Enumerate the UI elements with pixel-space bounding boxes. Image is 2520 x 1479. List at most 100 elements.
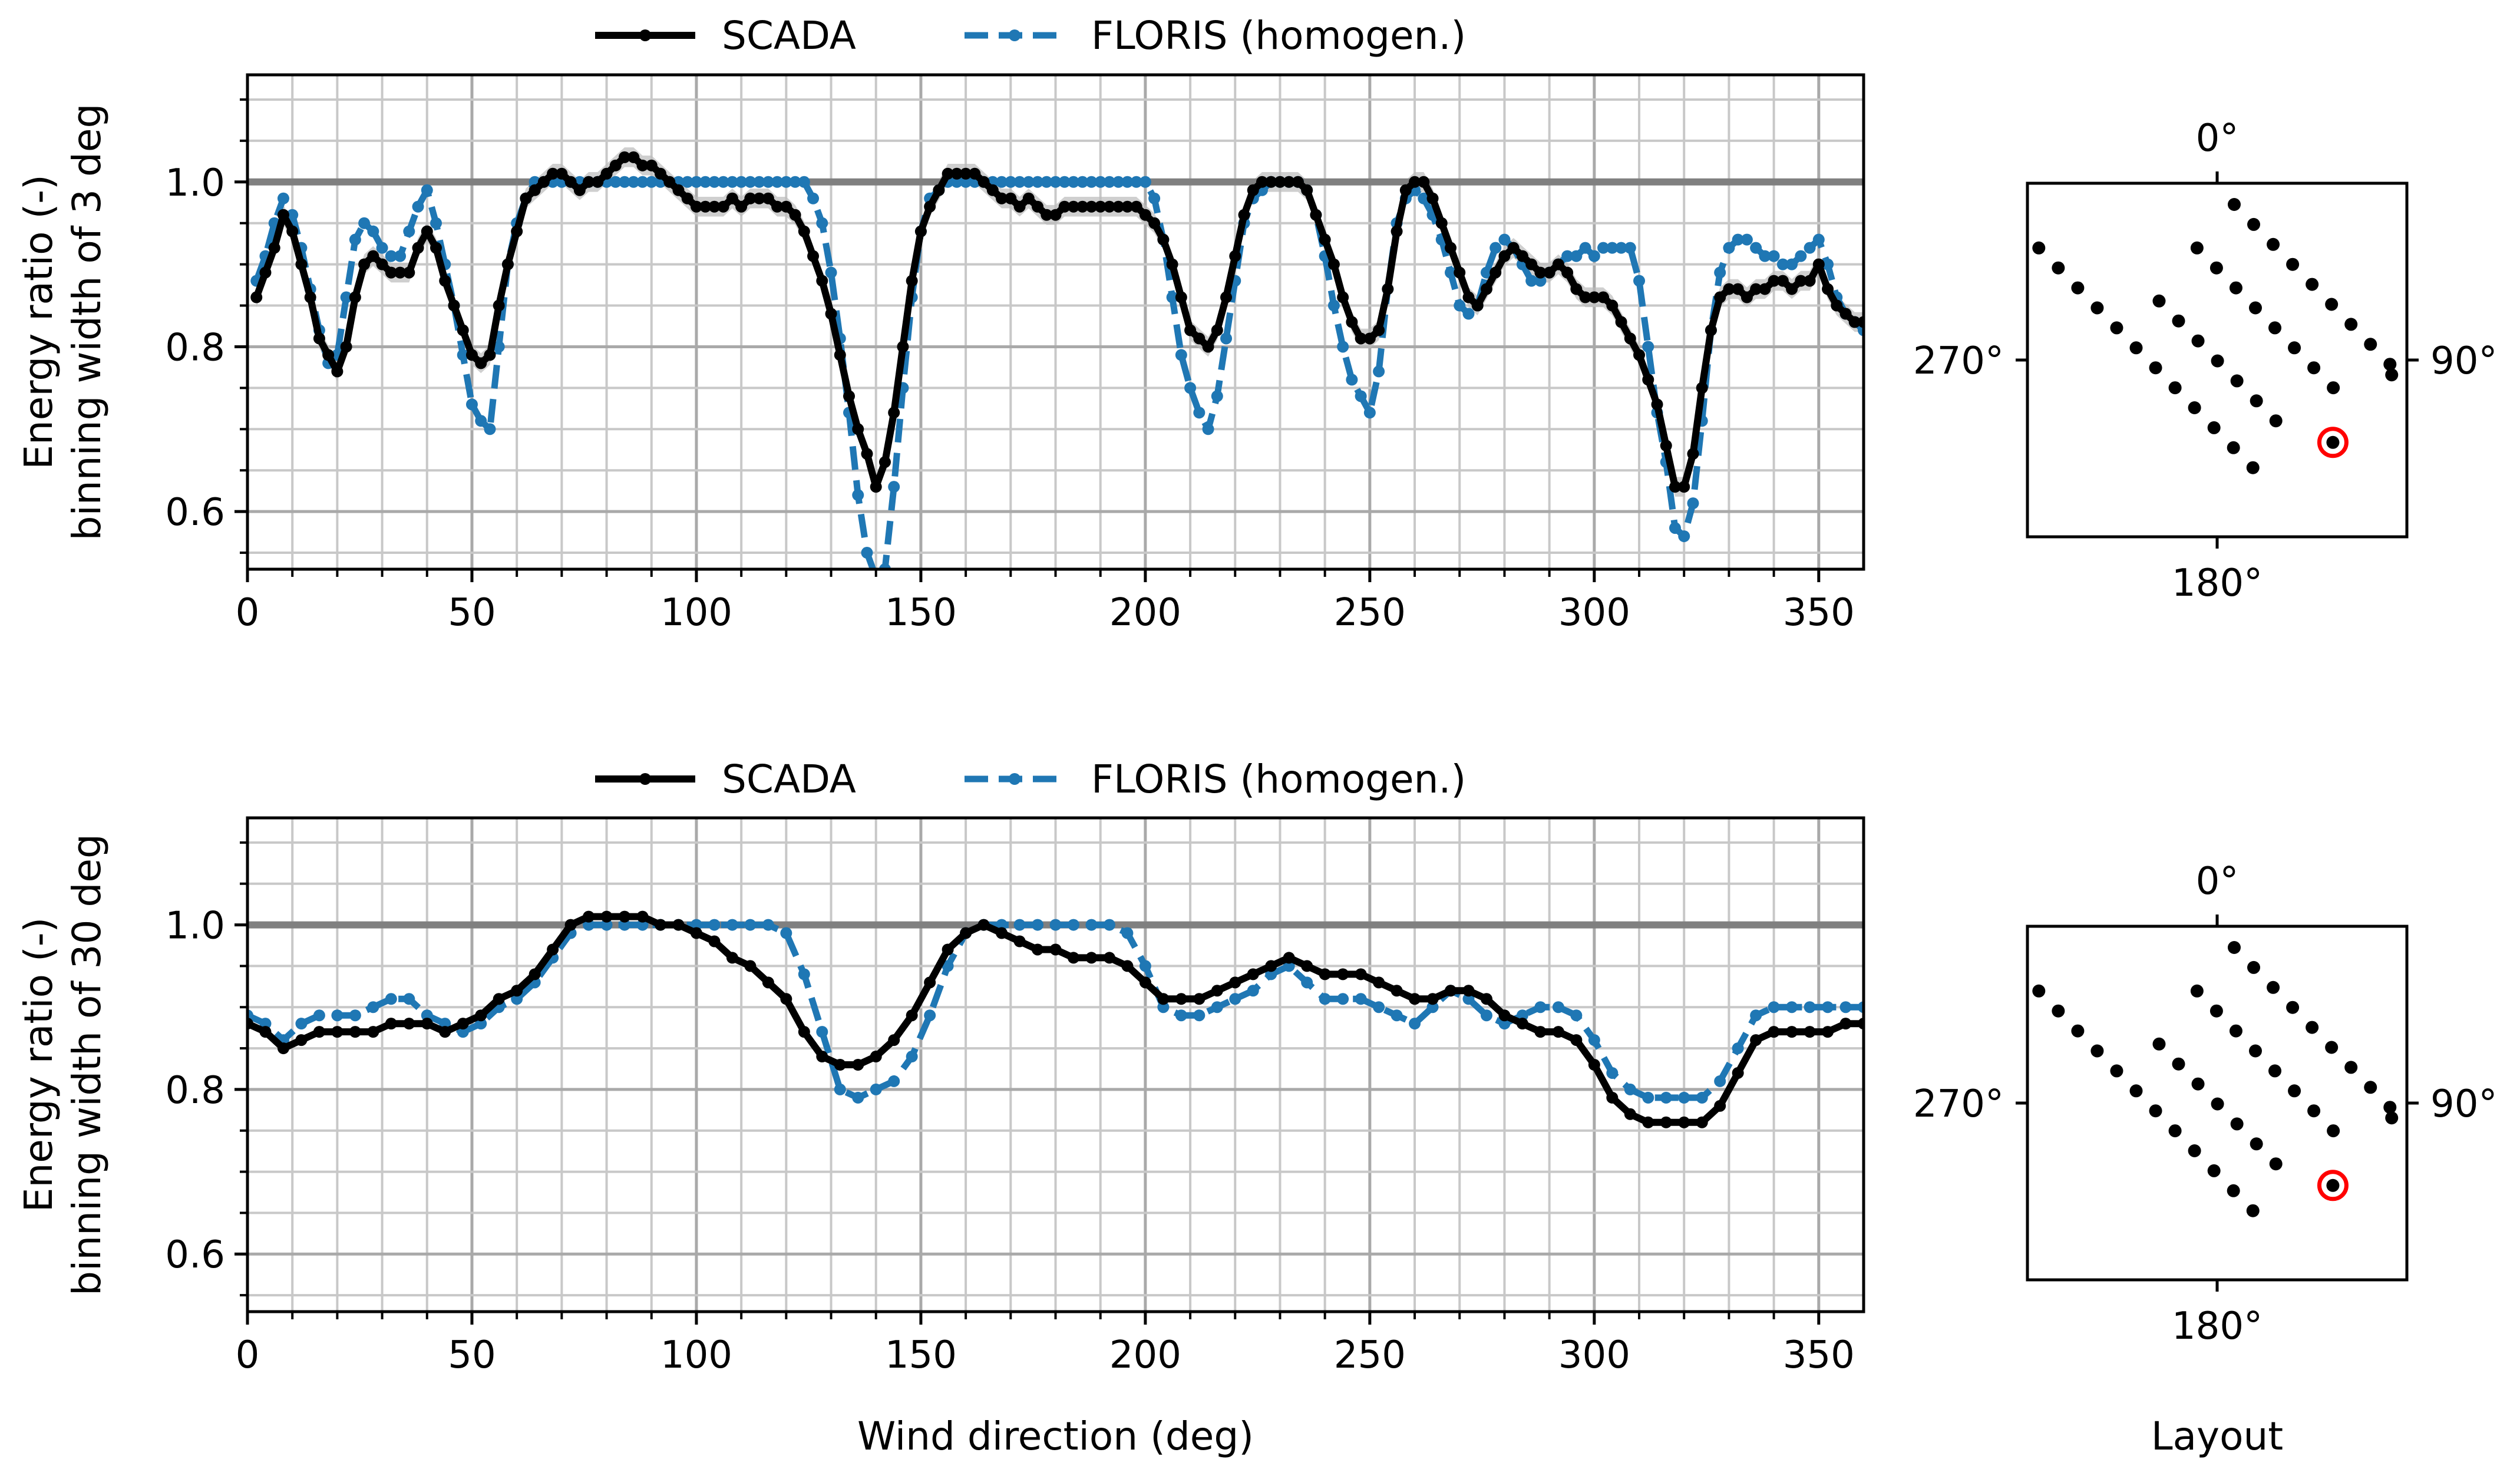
axes: 0 50 100 150 200 250 300 350 0.6 0.8 1.0 xyxy=(165,841,1855,1377)
scada-point xyxy=(259,266,272,279)
floris-point xyxy=(430,217,442,229)
floris-point xyxy=(1112,176,1125,188)
scada-point xyxy=(493,299,505,312)
turbine-marker xyxy=(2207,1164,2221,1177)
scada-point xyxy=(1373,324,1385,336)
scada-point xyxy=(1327,258,1340,270)
scada-point xyxy=(564,919,577,931)
floris-point xyxy=(484,423,496,435)
floris-point xyxy=(1355,390,1367,402)
scada-point xyxy=(654,919,666,931)
scada-point xyxy=(1714,291,1726,303)
turbine-marker xyxy=(2188,401,2201,414)
floris-point xyxy=(1804,242,1816,254)
floris-point xyxy=(1094,176,1107,188)
scada-point xyxy=(295,1034,308,1046)
floris-point xyxy=(744,919,757,931)
scada-point xyxy=(1265,176,1277,188)
scada-point xyxy=(1301,184,1313,196)
y-tick-label: 0.6 xyxy=(165,1233,225,1277)
floris-point xyxy=(924,1009,936,1022)
scada-point xyxy=(1426,192,1439,204)
scada-point xyxy=(807,250,820,262)
scada-point xyxy=(583,910,595,923)
scada-point xyxy=(1588,1059,1600,1071)
scada-point xyxy=(744,960,757,972)
legend-scada-label: SCADA xyxy=(722,13,856,58)
turbine-marker xyxy=(2230,374,2244,388)
x-tick-label: 350 xyxy=(1783,591,1855,635)
y-tick-label: 1.0 xyxy=(165,161,225,205)
scada-point xyxy=(1687,448,1699,460)
scada-point xyxy=(914,225,927,237)
scada-point xyxy=(1822,283,1834,295)
x-tick-label: 100 xyxy=(660,591,732,635)
floris-point xyxy=(1005,176,1017,188)
scada-point xyxy=(349,1026,361,1038)
scada-point xyxy=(1076,200,1089,213)
floris-point xyxy=(762,919,774,931)
floris-point xyxy=(1723,242,1735,254)
floris-point xyxy=(1579,242,1591,254)
scada-point xyxy=(1660,1116,1672,1128)
floris-point xyxy=(1166,291,1178,303)
scada-point xyxy=(762,192,774,204)
scada-point xyxy=(1678,481,1690,493)
scada-point xyxy=(1804,275,1816,287)
scada-point xyxy=(789,209,801,221)
scada-point xyxy=(816,275,828,287)
scada-point xyxy=(403,266,415,279)
floris-point xyxy=(1319,993,1331,1005)
floris-point xyxy=(1355,993,1367,1005)
floris-point xyxy=(259,1018,272,1030)
scada-point xyxy=(295,258,308,270)
scada-point xyxy=(1588,291,1600,303)
turbine-marker xyxy=(2227,441,2240,454)
floris-point xyxy=(1283,960,1295,972)
turbine-marker xyxy=(2267,981,2280,994)
floris-point xyxy=(1373,365,1385,378)
turbine-marker xyxy=(2207,421,2221,434)
floris-point xyxy=(1696,1091,1708,1104)
floris-point xyxy=(1776,258,1789,270)
turbine-marker xyxy=(2267,237,2280,251)
scada-point xyxy=(771,200,784,213)
scada-point xyxy=(448,299,460,312)
grid xyxy=(247,818,1864,1312)
floris-point xyxy=(1489,242,1502,254)
scada-point xyxy=(304,291,316,303)
scada-point xyxy=(1696,382,1708,394)
scada-point xyxy=(1822,1026,1834,1038)
scada-point xyxy=(367,1026,379,1038)
turbine-marker xyxy=(2307,361,2321,375)
scada-point xyxy=(1247,968,1259,981)
floris-point xyxy=(1067,176,1079,188)
scada-point xyxy=(340,341,352,353)
floris-point xyxy=(609,176,622,188)
south-label: 180° xyxy=(2172,1305,2263,1348)
floris-point xyxy=(690,919,702,931)
scada-point xyxy=(331,1026,344,1038)
floris-point xyxy=(1795,250,1807,262)
scada-point xyxy=(277,209,289,221)
scada-point xyxy=(537,176,550,188)
floris-point xyxy=(753,176,765,188)
floris-point xyxy=(1606,1067,1619,1079)
scada-point xyxy=(268,242,280,254)
turbine-marker xyxy=(2268,1064,2282,1078)
turbine-marker xyxy=(2172,314,2185,328)
scada-point xyxy=(1175,291,1187,303)
scada-point xyxy=(1094,200,1107,213)
turbine-marker xyxy=(2306,278,2319,291)
scada-point xyxy=(1759,283,1771,295)
scada-point xyxy=(1112,200,1125,213)
floris-point xyxy=(1714,266,1726,279)
highlighted-turbine-marker xyxy=(2326,1178,2340,1192)
turbine-marker xyxy=(2344,1061,2358,1074)
scada-point xyxy=(1786,1026,1798,1038)
scada-point xyxy=(1121,960,1134,972)
floris-series xyxy=(250,176,1864,569)
scada-point xyxy=(834,349,846,361)
scada-point xyxy=(1705,324,1717,336)
floris-point xyxy=(1121,176,1134,188)
